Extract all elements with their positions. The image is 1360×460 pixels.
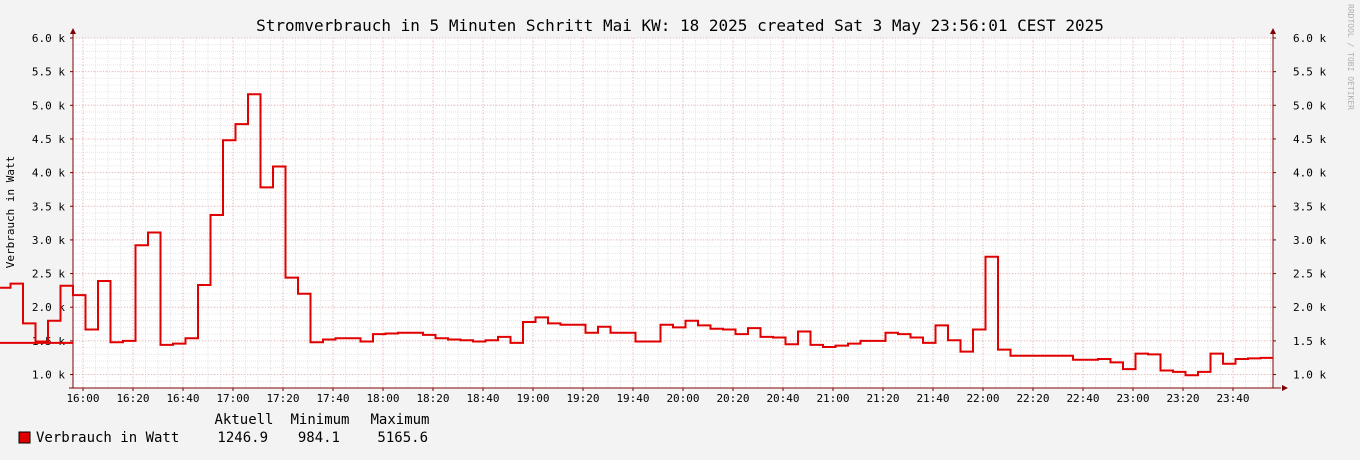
axes <box>69 28 1288 391</box>
x-tick-label: 16:20 <box>116 392 149 405</box>
x-tick-label: 17:40 <box>316 392 349 405</box>
y-tick-label-right: 2.0 k <box>1293 301 1326 314</box>
x-tick-label: 23:00 <box>1116 392 1149 405</box>
y-tick-label-right: 3.0 k <box>1293 234 1326 247</box>
y-tick-labels-right: 1.0 k 1.5 k 2.0 k 2.5 k 3.0 k 3.5 k 4.0 k 4.5 k… <box>1293 32 1326 382</box>
y-tick-label-left: 5.0 k <box>32 99 65 112</box>
x-tick-label: 16:40 <box>166 392 199 405</box>
x-tick-label: 23:40 <box>1216 392 1249 405</box>
legend-header-current: Aktuell <box>214 412 273 428</box>
legend-series-name: Verbrauch in Watt <box>36 430 179 446</box>
x-tick-label: 21:00 <box>816 392 849 405</box>
x-tick-label: 23:20 <box>1166 392 1199 405</box>
rrdtool-watermark: RRDTOOL / TOBI OETIKER <box>1346 4 1355 110</box>
series-group <box>0 93 1273 377</box>
y-tick-label-left: 2.5 k <box>32 268 65 281</box>
chart-title: Stromverbrauch in 5 Minuten Schritt Mai … <box>256 16 1104 35</box>
y-tick-label-left: 6.0 k <box>32 32 65 45</box>
x-tick-label: 19:20 <box>566 392 599 405</box>
x-tick-label: 17:00 <box>216 392 249 405</box>
x-axis-arrow <box>1282 385 1288 391</box>
x-tick-label: 20:40 <box>766 392 799 405</box>
x-tick-label: 16:00 <box>66 392 99 405</box>
y-tick-label-left: 3.5 k <box>32 200 65 213</box>
legend-current-value: 1246.9 <box>217 430 268 446</box>
y-tick-label-right: 1.0 k <box>1293 369 1326 382</box>
x-tick-labels: 16:00 16:20 16:40 17:00 17:20 17:40 18:00 18:20… <box>66 392 1249 405</box>
y-tick-label-right: 3.5 k <box>1293 200 1326 213</box>
y-tick-label-right: 2.5 k <box>1293 268 1326 281</box>
x-tick-label: 20:00 <box>666 392 699 405</box>
y-axis-arrow-right <box>1270 28 1276 34</box>
y-tick-label-right: 1.5 k <box>1293 335 1326 348</box>
grid-lines <box>73 37 1273 389</box>
x-tick-label: 18:00 <box>366 392 399 405</box>
y-tick-label-left: 2.0 k <box>32 301 65 314</box>
legend-swatch <box>18 431 31 444</box>
y-tick-label-left: 5.5 k <box>32 66 65 79</box>
series-line-verbrauch <box>0 93 1273 377</box>
legend-maximum-value: 5165.6 <box>377 430 428 446</box>
x-tick-label: 22:00 <box>966 392 999 405</box>
x-tick-label: 19:00 <box>516 392 549 405</box>
legend-header-minimum: Minimum <box>290 412 349 428</box>
y-tick-label-left: 4.0 k <box>32 167 65 180</box>
y-tick-label-right: 6.0 k <box>1293 32 1326 45</box>
y-tick-label-right: 5.0 k <box>1293 99 1326 112</box>
x-tick-label: 21:40 <box>916 392 949 405</box>
legend-minimum-value: 984.1 <box>298 430 340 446</box>
y-axis-label: Verbrauch in Watt <box>4 156 17 269</box>
x-tick-label: 20:20 <box>716 392 749 405</box>
x-tick-label: 21:20 <box>866 392 899 405</box>
x-tick-label: 22:40 <box>1066 392 1099 405</box>
y-axis-arrow-left <box>70 28 76 34</box>
x-tick-label: 19:40 <box>616 392 649 405</box>
y-tick-label-left: 4.5 k <box>32 133 65 146</box>
x-tick-label: 18:20 <box>416 392 449 405</box>
legend-header-maximum: Maximum <box>370 412 429 428</box>
y-tick-labels-left: 1.0 k1.5 k2.0 k2.5 k3.0 k3.5 k4.0 k4.5 k… <box>32 32 65 382</box>
y-tick-label-left: 3.0 k <box>32 234 65 247</box>
x-tick-label: 17:20 <box>266 392 299 405</box>
x-tick-label: 18:40 <box>466 392 499 405</box>
y-tick-label-right: 5.5 k <box>1293 66 1326 79</box>
y-tick-label-right: 4.0 k <box>1293 167 1326 180</box>
x-tick-label: 22:20 <box>1016 392 1049 405</box>
y-tick-label-right: 4.5 k <box>1293 133 1326 146</box>
y-tick-label-left: 1.0 k <box>32 369 65 382</box>
